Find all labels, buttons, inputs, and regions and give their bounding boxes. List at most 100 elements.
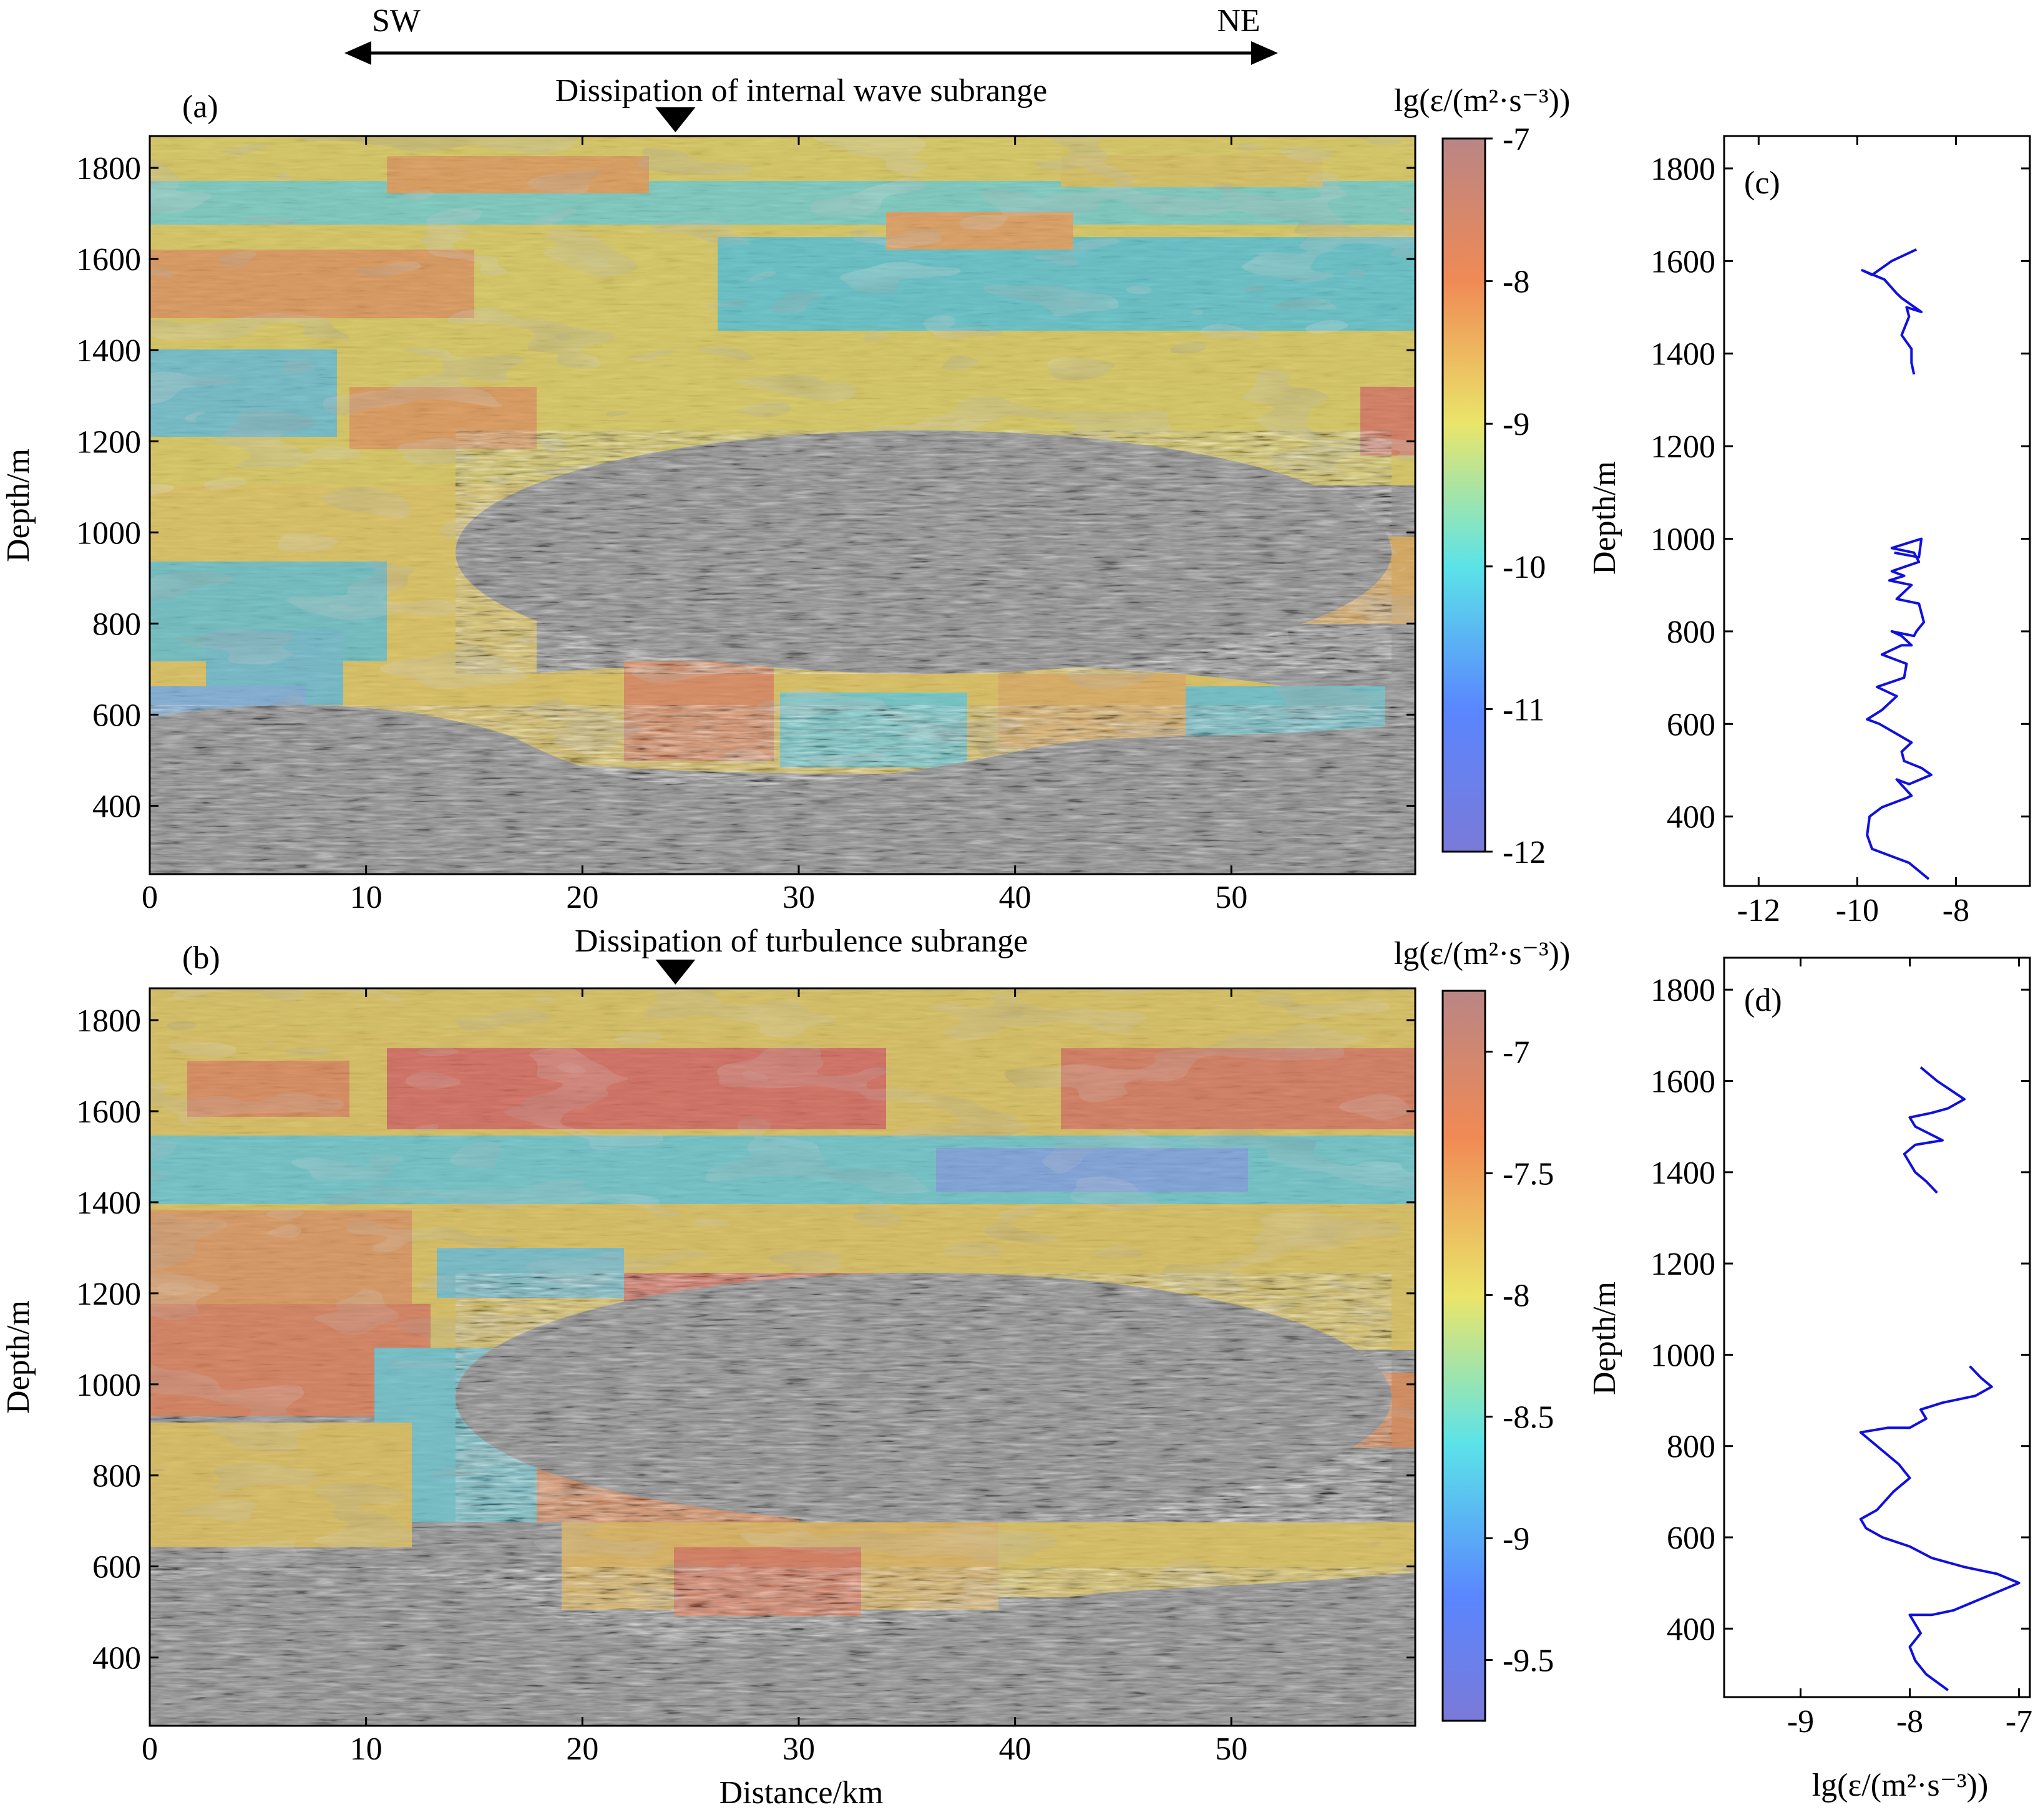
panel-a-frame bbox=[149, 135, 1416, 875]
panel-a: (a) Dissipation of internal wave subrang… bbox=[1, 73, 1570, 915]
x-tick-label: 30 bbox=[782, 1731, 815, 1767]
panel-a-heatmap bbox=[150, 136, 1415, 874]
panel-a-ylabel: Depth/m bbox=[1, 449, 36, 562]
x-tick-label: 50 bbox=[1215, 1731, 1247, 1767]
panel-b-frame bbox=[149, 987, 1416, 1727]
y-tick-label: 600 bbox=[1667, 707, 1715, 742]
panel-d-ylabel: Depth/m bbox=[1587, 1282, 1622, 1395]
y-tick-label: 1400 bbox=[76, 1185, 141, 1221]
panel-a-colorbar bbox=[1441, 137, 1486, 853]
x-tick-label: 0 bbox=[142, 880, 158, 915]
panel-c-plot: -12 -10 -8 400 600 800 1000 1200 1400 1600 1800 bbox=[1650, 136, 2030, 928]
y-tick-label: 1600 bbox=[1650, 244, 1715, 280]
distance-axis-label: Distance/km bbox=[719, 1775, 884, 1811]
x-tick-label: 0 bbox=[142, 1731, 158, 1767]
y-tick-label: 800 bbox=[92, 1459, 141, 1494]
y-tick-label: 1000 bbox=[1650, 1338, 1715, 1373]
colorbar-tick-label: -11 bbox=[1503, 692, 1544, 728]
profile-line-upper bbox=[1866, 537, 1933, 880]
x-tick-label: 20 bbox=[566, 880, 598, 915]
panel-b-colorbar-label: lg(ε/(m²·s⁻³)) bbox=[1394, 936, 1571, 971]
panel-a-label: (a) bbox=[182, 89, 218, 125]
x-tick-label: 10 bbox=[350, 1731, 383, 1767]
panel-a-colorbar-ticks: -7 -8 -9 -10 -11 -12 bbox=[1485, 122, 1546, 870]
panel-c-label: (c) bbox=[1744, 165, 1780, 201]
y-tick-label: 1200 bbox=[1650, 429, 1715, 465]
y-tick-label: 1400 bbox=[1650, 1156, 1715, 1191]
y-tick-label: 1600 bbox=[1650, 1064, 1715, 1100]
x-tick-label: -9 bbox=[1787, 1704, 1814, 1740]
panel-c-frame bbox=[1723, 135, 2031, 887]
panel-d-plot: -9 -8 -7 400 600 800 1000 1200 1400 1600 1800 bbox=[1650, 958, 2032, 1740]
panel-d-frame bbox=[1723, 956, 2031, 1698]
colorbar-tick-label: -12 bbox=[1503, 835, 1546, 870]
panel-b-colorbar-ticks: -7 -7.5 -8 -8.5 -9 -9.5 bbox=[1485, 1035, 1554, 1679]
x-tick-label: -8 bbox=[1896, 1704, 1923, 1740]
panel-d-xlabel: lg(ε/(m²·s⁻³)) bbox=[1812, 1768, 1989, 1803]
x-tick-label: 30 bbox=[782, 880, 815, 915]
panel-a-colorbar-label: lg(ε/(m²·s⁻³)) bbox=[1394, 83, 1571, 119]
x-tick-label: 10 bbox=[350, 880, 383, 915]
y-tick-label: 1800 bbox=[1650, 152, 1715, 187]
panel-a-axes: 0 10 20 30 40 50 400 600 800 1000 1200 1400 1600 1800 bbox=[76, 136, 1415, 915]
y-tick-label: 1000 bbox=[1650, 522, 1715, 558]
y-tick-label: 1200 bbox=[1650, 1247, 1715, 1282]
panel-d-label: (d) bbox=[1744, 983, 1782, 1018]
y-tick-label: 600 bbox=[92, 1550, 141, 1585]
y-tick-label: 800 bbox=[92, 606, 141, 642]
y-tick-label: 1200 bbox=[76, 1277, 141, 1312]
colorbar-tick-label: -8 bbox=[1503, 1278, 1529, 1314]
direction-arrow: SW NE bbox=[344, 3, 1278, 65]
y-tick-label: 400 bbox=[1667, 1612, 1715, 1647]
y-tick-label: 1000 bbox=[76, 1368, 141, 1403]
x-tick-label: 40 bbox=[999, 880, 1031, 915]
x-tick-label: -8 bbox=[1943, 893, 1969, 928]
colorbar-tick-label: -7.5 bbox=[1503, 1157, 1554, 1192]
x-tick-label: 50 bbox=[1215, 880, 1247, 915]
panel-b-axes: 0 10 20 30 40 50 400 600 800 1000 1200 1400 1600 1800 bbox=[76, 988, 1415, 1767]
y-tick-label: 1800 bbox=[76, 1003, 141, 1039]
direction-sw-label: SW bbox=[372, 3, 421, 39]
panel-a-title: Dissipation of internal wave subrange bbox=[555, 73, 1047, 109]
panel-b-heatmap bbox=[150, 988, 1415, 1726]
y-tick-label: 1800 bbox=[1650, 973, 1715, 1008]
y-tick-label: 400 bbox=[92, 789, 141, 824]
y-tick-label: 1600 bbox=[76, 1094, 141, 1130]
panel-b-marker bbox=[655, 960, 696, 985]
x-tick-label: 40 bbox=[999, 1731, 1031, 1767]
x-tick-label: -7 bbox=[2006, 1704, 2032, 1740]
colorbar-tick-label: -8.5 bbox=[1503, 1400, 1554, 1436]
direction-ne-label: NE bbox=[1217, 3, 1260, 39]
y-tick-label: 600 bbox=[92, 698, 141, 733]
x-tick-label: 20 bbox=[566, 1731, 598, 1767]
colorbar-tick-label: -7 bbox=[1503, 1035, 1529, 1071]
panel-b: (b) Dissipation of turbulence subrange bbox=[1, 923, 1570, 1811]
y-tick-label: 1200 bbox=[76, 424, 141, 460]
panel-b-colorbar bbox=[1441, 990, 1486, 1722]
colorbar-tick-label: -8 bbox=[1503, 265, 1529, 300]
colorbar-tick-label: -7 bbox=[1503, 122, 1529, 157]
colorbar-tick-label: -9 bbox=[1503, 1522, 1529, 1557]
x-tick-label: -10 bbox=[1836, 893, 1879, 928]
colorbar-tick-label: -10 bbox=[1503, 550, 1546, 585]
y-tick-label: 1400 bbox=[1650, 337, 1715, 372]
y-tick-label: 1600 bbox=[76, 242, 141, 278]
panel-c: (c) -12 -10 -8 400 600 800 1000 1200 1400 1600 180… bbox=[1587, 135, 2031, 928]
profile-line-upper bbox=[1859, 1365, 2021, 1691]
y-tick-label: 1400 bbox=[76, 333, 141, 369]
x-tick-label: -12 bbox=[1737, 893, 1780, 928]
y-tick-label: 1800 bbox=[76, 151, 141, 187]
colorbar-tick-label: -9.5 bbox=[1503, 1643, 1554, 1679]
panel-a-marker bbox=[655, 107, 696, 132]
y-tick-label: 800 bbox=[1667, 615, 1715, 650]
y-tick-label: 800 bbox=[1667, 1429, 1715, 1465]
panel-c-ylabel: Depth/m bbox=[1587, 461, 1622, 575]
y-tick-label: 400 bbox=[92, 1641, 141, 1676]
profile-line-lower bbox=[1861, 248, 1923, 375]
y-tick-label: 600 bbox=[1667, 1521, 1715, 1556]
panel-b-label: (b) bbox=[182, 940, 220, 976]
y-tick-label: 1000 bbox=[76, 515, 141, 551]
panel-b-ylabel: Depth/m bbox=[1, 1300, 36, 1414]
panel-b-title: Dissipation of turbulence subrange bbox=[575, 923, 1028, 959]
